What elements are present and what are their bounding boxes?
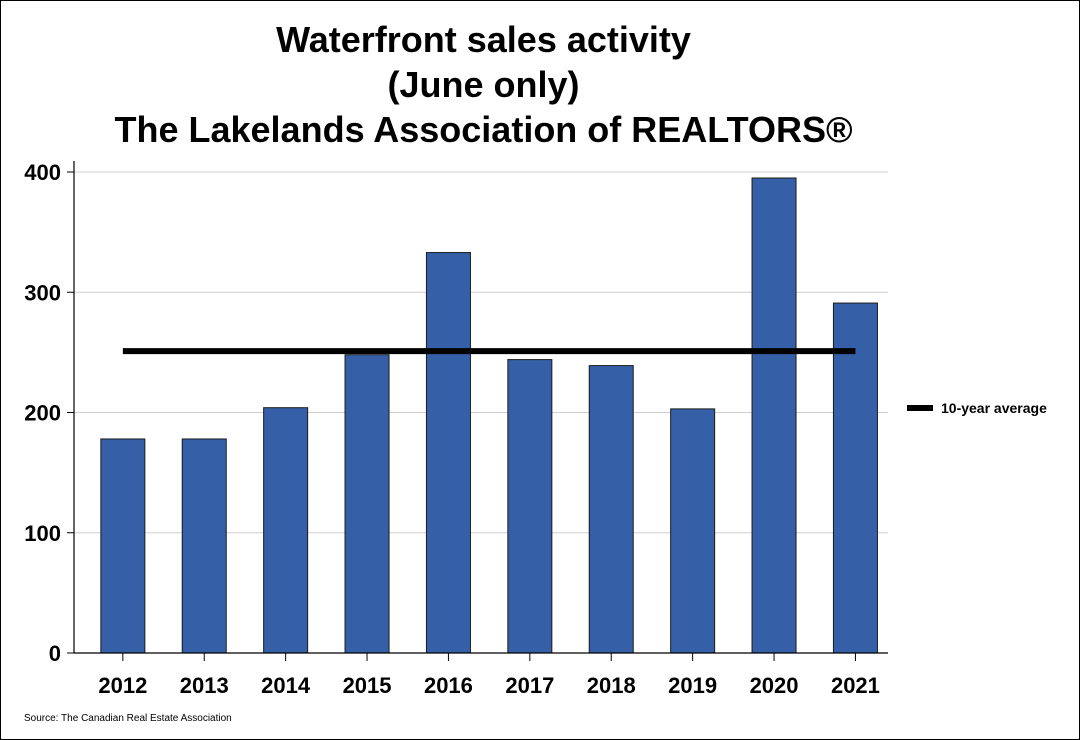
- source-note: Source: The Canadian Real Estate Associa…: [24, 713, 232, 724]
- legend-label-average: 10-year average: [941, 400, 1047, 416]
- x-tick-label: 2016: [424, 673, 473, 698]
- title-line-1: Waterfront sales activity: [276, 19, 691, 60]
- x-tick-label: 2013: [180, 673, 229, 698]
- y-tick-label: 100: [24, 521, 61, 546]
- x-tick-label: 2014: [261, 673, 311, 698]
- x-tick-label: 2018: [587, 673, 636, 698]
- legend-swatch-average: [907, 405, 933, 411]
- x-tick-label: 2019: [668, 673, 717, 698]
- bar-2018: [588, 365, 634, 654]
- bar-2015: [344, 354, 390, 654]
- chart-title: Waterfront sales activity (June only) Th…: [1, 17, 966, 152]
- bar-2012: [100, 438, 146, 654]
- title-line-2: (June only): [387, 64, 580, 105]
- y-tick-label: 400: [24, 160, 61, 185]
- bar-2013: [181, 438, 227, 654]
- y-tick-label: 0: [49, 641, 61, 666]
- bar-2020: [751, 177, 797, 654]
- bar-2016: [425, 252, 471, 654]
- axes: 0 100 200 300 400 2012 2013 2014 2015 2016 2017 201…: [24, 160, 888, 698]
- bar-2017: [507, 359, 553, 654]
- bar-2014: [263, 407, 309, 654]
- bar-2021: [832, 302, 878, 654]
- bars: [100, 177, 878, 654]
- title-line-3: The Lakelands Association of REALTORS®: [114, 109, 853, 150]
- y-tick-label: 200: [24, 401, 61, 426]
- x-tick-label: 2015: [343, 673, 392, 698]
- bar-2019: [670, 408, 716, 654]
- x-tick-label: 2012: [98, 673, 147, 698]
- x-tick-label: 2017: [505, 673, 554, 698]
- legend: 10-year average: [907, 398, 1047, 418]
- x-tick-label: 2021: [831, 673, 880, 698]
- y-tick-label: 300: [24, 280, 61, 305]
- x-tick-label: 2020: [750, 673, 799, 698]
